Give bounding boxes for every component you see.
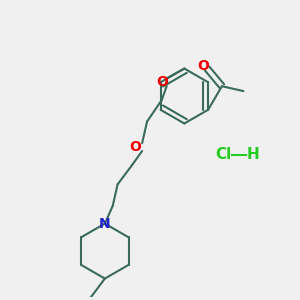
Text: O: O — [197, 58, 209, 73]
Text: O: O — [156, 75, 168, 89]
Text: O: O — [129, 140, 141, 154]
Text: H: H — [247, 147, 260, 162]
Text: N: N — [99, 217, 111, 231]
Text: Cl: Cl — [215, 147, 232, 162]
